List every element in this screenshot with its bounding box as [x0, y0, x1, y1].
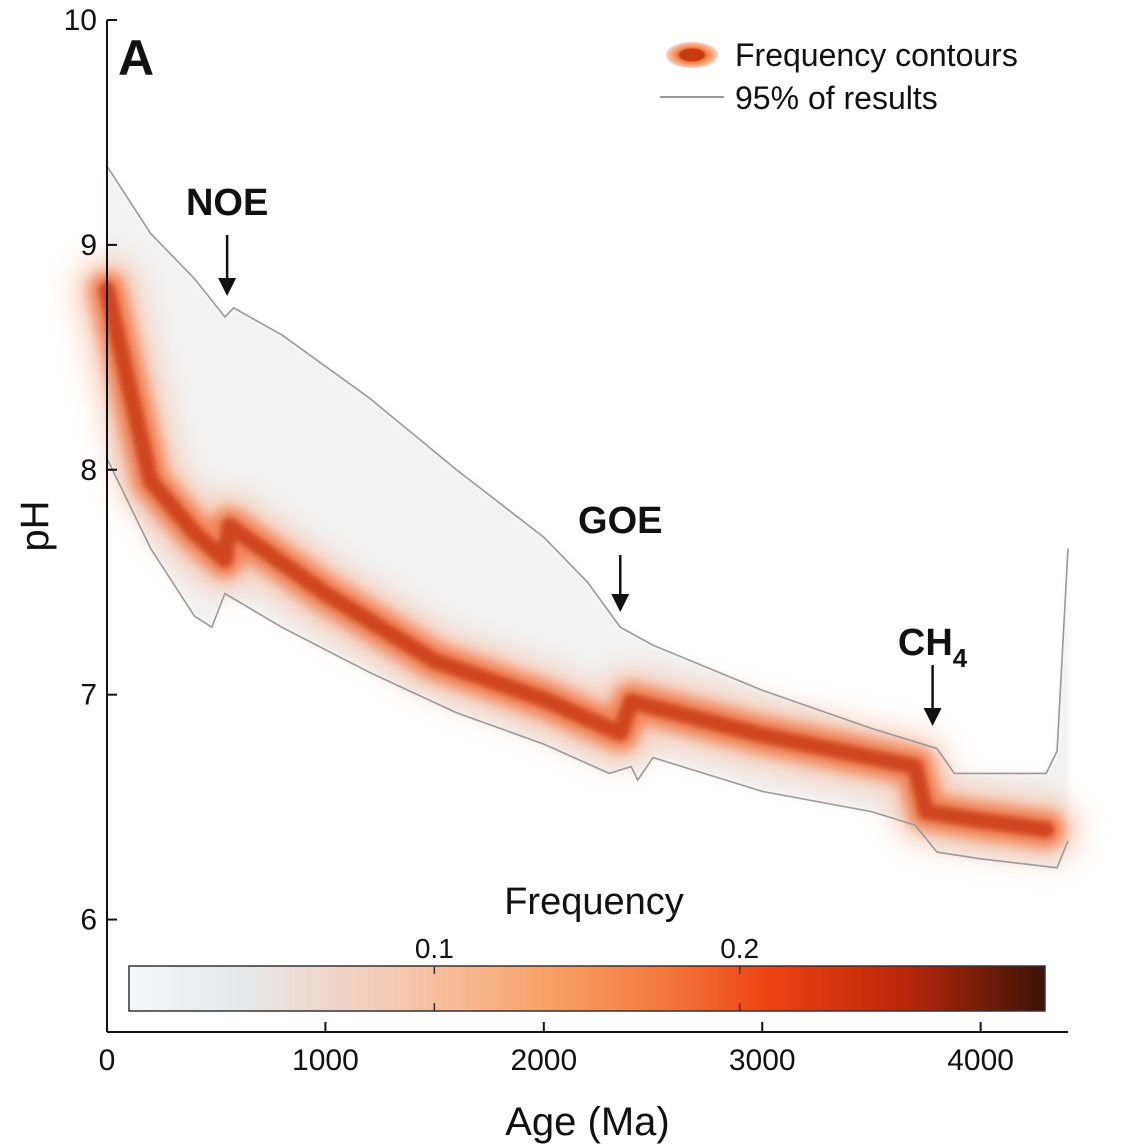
annotation-arrow-head — [218, 278, 237, 296]
x-axis-title: Age (Ma) — [505, 1100, 670, 1144]
axes: 0 1000 2000 3000 4000 6 7 8 9 10 — [64, 4, 1068, 1077]
y-axis-title: pH — [13, 500, 57, 551]
annotation-arrow-head — [923, 708, 942, 726]
x-tick-label: 0 — [99, 1044, 116, 1077]
panel-label: A — [118, 30, 154, 86]
x-tick-label: 2000 — [510, 1044, 577, 1077]
annotation-noe: NOE — [186, 182, 268, 296]
colorbar: Frequency 0.1 0.2 — [128, 881, 1046, 1012]
y-tick-label: 7 — [80, 679, 97, 712]
frequency-ridge-core — [99, 281, 1055, 838]
plot-area — [72, 165, 1082, 869]
colorbar-tick-label: 0.1 — [415, 933, 454, 964]
y-tick-label: 6 — [80, 904, 97, 937]
annotation-arrow-head — [611, 594, 630, 612]
annotation-goe: GOE — [578, 500, 662, 612]
colorbar-tick-label: 0.2 — [720, 933, 759, 964]
y-tick-label: 8 — [80, 454, 97, 487]
x-tick-label: 1000 — [292, 1044, 359, 1077]
y-axis-ticks: 6 7 8 9 10 — [64, 4, 117, 937]
annotation-subscript: 4 — [953, 643, 968, 673]
upper-95-bound-line — [106, 165, 1069, 775]
x-axis-ticks: 0 1000 2000 3000 4000 — [99, 1022, 1014, 1077]
y-tick-label: 10 — [64, 4, 97, 37]
annotation-ch: CH4 — [898, 622, 968, 726]
legend-label-contours: Frequency contours — [735, 37, 1018, 73]
legend-contour-swatch — [666, 42, 718, 68]
colorbar-ticks: 0.1 0.2 — [415, 933, 759, 1011]
colorbar-title: Frequency — [504, 881, 684, 923]
colorbar-gradient — [128, 965, 1046, 1012]
annotation-label: NOE — [186, 182, 268, 224]
lower-95-bound-line — [106, 458, 1069, 869]
y-tick-label: 9 — [80, 229, 97, 262]
x-tick-label: 4000 — [947, 1044, 1014, 1077]
x-tick-label: 3000 — [729, 1044, 796, 1077]
annotation-label: GOE — [578, 500, 662, 542]
legend: Frequency contours 95% of results — [660, 37, 1018, 116]
legend-label-95: 95% of results — [735, 80, 938, 116]
